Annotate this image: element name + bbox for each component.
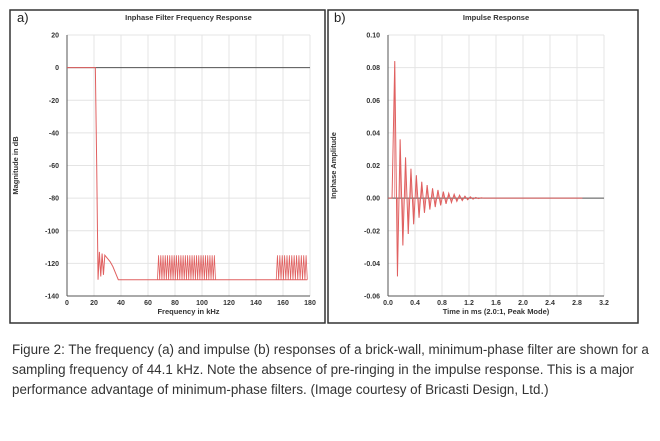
y-tick-label: 0.10: [366, 33, 380, 40]
y-axis-label: Magnitude in dB: [11, 136, 20, 195]
panel-frame: [9, 9, 326, 324]
y-tick-label: 0.06: [366, 98, 380, 105]
y-tick-label: 0.08: [366, 65, 380, 72]
x-axis-label: Frequency in kHz: [157, 307, 219, 316]
chart-title: Inphase Filter Frequency Response: [125, 13, 252, 22]
y-tick-label: 0.02: [366, 163, 380, 170]
y-tick-label: -120: [45, 261, 59, 268]
x-tick-label: 60: [144, 300, 152, 307]
x-tick-label: 160: [277, 300, 289, 307]
charts-svg: a) Inphase Filter Frequency Response 0 20 40…: [9, 9, 639, 324]
x-tick-label: 120: [223, 300, 235, 307]
y-tick-label: -0.04: [364, 261, 380, 268]
x-tick-label: 140: [250, 300, 262, 307]
x-tick-label: 1.6: [491, 300, 501, 307]
x-tick-label: 2.8: [572, 300, 582, 307]
y-tick-label: 0: [55, 65, 59, 72]
panel-label: a): [17, 10, 29, 25]
y-tick-label: 0.04: [366, 130, 380, 137]
x-tick-label: 20: [90, 300, 98, 307]
x-tick-label: 0: [65, 300, 69, 307]
y-tick-label: -60: [49, 163, 59, 170]
ripple-band: [157, 255, 216, 280]
x-tick-label: 2.4: [545, 300, 555, 307]
x-tick-label: 1.2: [464, 300, 474, 307]
y-tick-label: 0.00: [366, 196, 380, 203]
ripple-band: [275, 255, 308, 280]
chart-title: Impulse Response: [463, 13, 529, 22]
x-axis-label: Time in ms (2.0:1, Peak Mode): [443, 307, 550, 316]
y-tick-label: -20: [49, 98, 59, 105]
y-axis-label: Inphase Amplitude: [329, 132, 338, 199]
y-tick-label: -0.06: [364, 294, 380, 301]
x-tick-label: 3.2: [599, 300, 609, 307]
figure-caption: Figure 2: The frequency (a) and impulse …: [12, 342, 649, 397]
y-tick-label: 20: [51, 33, 59, 40]
y-tick-label: -140: [45, 294, 59, 301]
x-tick-label: 180: [304, 300, 316, 307]
panel-label: b): [334, 10, 346, 25]
x-tick-label: 0.0: [383, 300, 393, 307]
x-tick-label: 2.0: [518, 300, 528, 307]
x-tick-label: 40: [117, 300, 125, 307]
x-tick-label: 0.4: [410, 300, 420, 307]
x-tick-label: 80: [171, 300, 179, 307]
x-tick-label: 100: [196, 300, 208, 307]
x-tick-label: 0.8: [437, 300, 447, 307]
y-tick-label: -40: [49, 130, 59, 137]
y-tick-label: -0.02: [364, 228, 380, 235]
y-tick-label: -80: [49, 196, 59, 203]
panel-frame: [327, 9, 639, 324]
y-tick-label: -100: [45, 228, 59, 235]
